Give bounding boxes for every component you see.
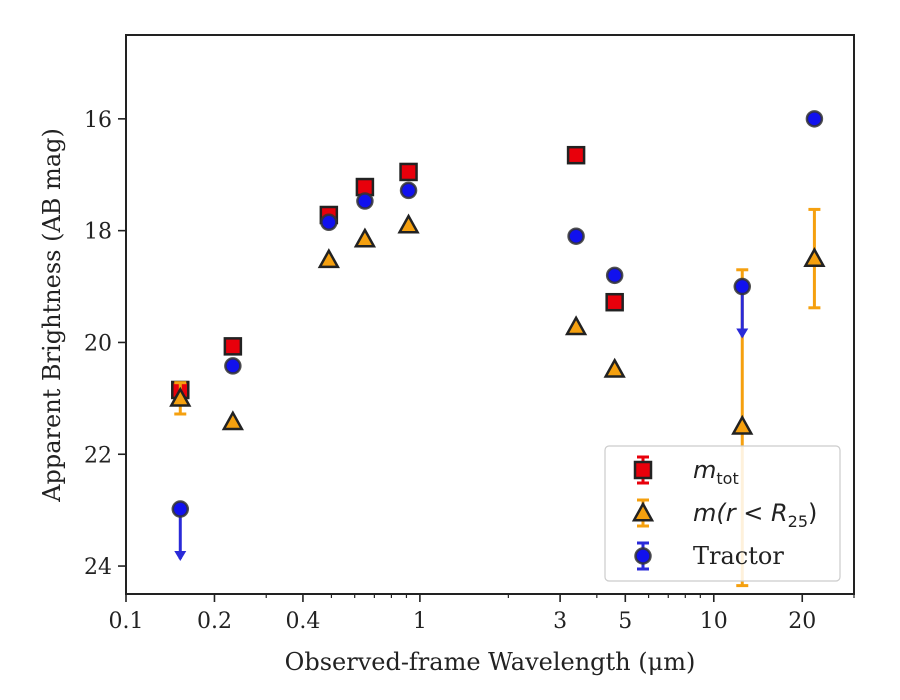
y-axis-label: Apparent Brightness (AB mag) <box>38 128 66 503</box>
legend-label: m(r < R25) <box>693 499 817 531</box>
y-tick-label: 18 <box>84 220 112 245</box>
y-tick-label: 20 <box>84 331 112 356</box>
plot-frame <box>125 34 855 595</box>
data-point-square <box>605 292 624 312</box>
legend-marker-square <box>633 460 653 480</box>
data-point-triangle <box>169 386 192 407</box>
data-point-square <box>399 162 418 182</box>
legend-marker-circle <box>634 547 652 565</box>
data-point-triangle <box>221 410 244 431</box>
axis-ticks: 0.1 0.2 0.4 1 3 5 10 20 16 18 20 22 24 <box>84 108 855 634</box>
legend-box <box>604 445 841 582</box>
x-tick-label: 0.2 <box>197 609 232 634</box>
upper-limit-arrowhead <box>174 551 187 562</box>
data-point-circle <box>224 357 242 375</box>
data-point-circle <box>567 227 585 245</box>
data-point-triangle <box>603 357 626 378</box>
upper-limit-arrowhead <box>736 328 749 339</box>
legend: mtot m(r < R25) Tractor <box>604 445 841 582</box>
x-tick-label: 3 <box>553 609 567 634</box>
data-point-triangle <box>803 247 826 268</box>
legend-label: mtot <box>693 456 739 488</box>
data-point-triangle <box>397 213 420 234</box>
data-point-circle <box>356 192 374 210</box>
data-point-circle <box>605 266 624 285</box>
x-tick-label: 1 <box>413 609 427 634</box>
y-tick-label: 22 <box>84 443 112 468</box>
data-point-square <box>566 145 586 165</box>
data-point-circle <box>733 277 752 296</box>
legend-label: Tractor <box>693 542 784 570</box>
x-tick-label: 0.1 <box>109 609 144 634</box>
x-tick-label: 0.4 <box>285 609 320 634</box>
data-point-triangle <box>731 414 754 435</box>
x-axis-label: Observed-frame Wavelength (μm) <box>285 648 696 676</box>
y-tick-label: 24 <box>84 555 112 580</box>
series-square <box>171 145 624 400</box>
data-point-circle <box>320 213 338 232</box>
data-point-circle <box>399 181 418 200</box>
data-point-square <box>223 337 243 356</box>
data-point-triangle <box>564 315 588 336</box>
series-circle <box>171 110 824 562</box>
data-point-circle <box>171 500 190 518</box>
x-tick-label: 10 <box>700 609 728 634</box>
data-point-triangle <box>353 227 377 248</box>
data-point-triangle <box>317 248 340 269</box>
legend-marker-triangle <box>631 501 655 522</box>
y-tick-label: 16 <box>84 108 112 133</box>
x-tick-label: 5 <box>618 609 632 634</box>
x-tick-label: 20 <box>788 609 816 634</box>
data-point-circle <box>805 110 824 128</box>
